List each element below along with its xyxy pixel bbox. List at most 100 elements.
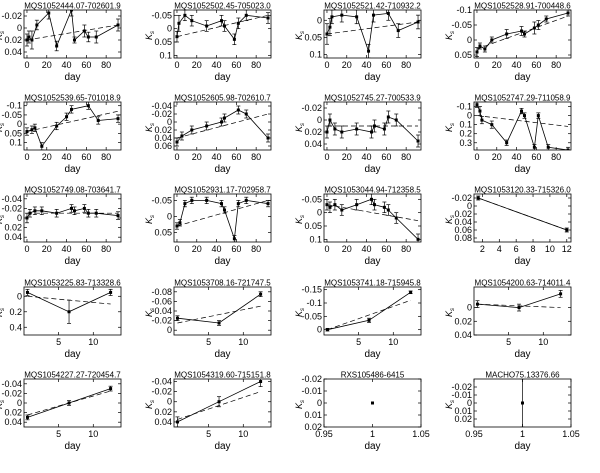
plot-frame <box>323 101 422 151</box>
y-tick-label: 0 <box>167 325 172 335</box>
x-axis-label: day <box>364 72 380 83</box>
panel-data <box>324 10 421 58</box>
data-point <box>386 115 390 119</box>
panel-9: MQS1052749.08-703641.7-0.04-0.0200.020.0… <box>0 186 122 267</box>
panel-title: RXS105486-6415 <box>341 371 405 380</box>
y-axis-label-sub: s <box>150 308 156 311</box>
data-point <box>177 21 181 25</box>
x-tick-label: 80 <box>251 244 261 254</box>
panel-8: MQS1052747.29-711058.9-0.100.10.20.30 20 4… <box>444 94 572 175</box>
data-point <box>25 216 29 220</box>
data-point <box>490 38 494 42</box>
x-axis-label: day <box>64 441 80 452</box>
data-point <box>340 130 344 134</box>
y-tick-label: -0.04 <box>1 379 22 389</box>
y-axis-label-main: K <box>0 33 4 40</box>
data-point <box>355 127 359 131</box>
data-point <box>86 35 90 39</box>
x-tick-label: 80 <box>101 244 111 254</box>
y-tick-label: 0.01 <box>454 406 472 416</box>
x-axis-label: day <box>214 349 230 360</box>
data-point <box>30 128 34 132</box>
y-tick-label: 0.1 <box>309 234 322 244</box>
data-point <box>266 16 270 20</box>
y-tick-label: -0.05 <box>451 20 472 30</box>
x-axis-label: day <box>514 164 530 175</box>
y-axis-label: Ks <box>444 123 456 132</box>
y-tick-label: 0.4 <box>9 322 22 332</box>
data-point <box>480 118 484 122</box>
data-point <box>232 37 236 41</box>
x-axis-label: day <box>64 349 80 360</box>
y-tick-label: 0 <box>17 119 22 129</box>
x-tick-label: 80 <box>401 152 411 162</box>
data-point <box>35 23 39 27</box>
y-axis-label-main: K <box>444 125 454 132</box>
x-tick-label: 8 <box>531 244 536 254</box>
data-point <box>475 50 479 54</box>
data-point <box>47 11 51 15</box>
y-axis-label-main: K <box>144 217 154 224</box>
y-tick-label: -0.04 <box>1 194 22 204</box>
y-axis-label-sub: s <box>300 400 306 403</box>
x-tick-label: 80 <box>551 60 561 70</box>
panel-data <box>475 290 563 312</box>
x-tick-label: 60 <box>231 152 241 162</box>
data-point <box>222 24 226 28</box>
y-tick-label: -0.05 <box>301 194 322 204</box>
plot-frame <box>173 378 272 428</box>
data-point <box>566 11 570 15</box>
data-point <box>386 208 390 212</box>
y-tick-label: -0.1 <box>456 5 472 15</box>
x-tick-label: 10 <box>88 429 98 439</box>
x-tick-label: 40 <box>62 60 72 70</box>
panel-title: MQS1053225.83-713328.6 <box>24 279 121 288</box>
data-point <box>70 107 74 111</box>
y-tick-label: 0.04 <box>304 139 322 149</box>
y-tick-label: 0.04 <box>454 330 472 340</box>
panel-18: MQS1054319.60-715151.8-0.04-0.0200.020.0… <box>144 371 272 452</box>
panel-data <box>25 385 113 421</box>
x-tick-label: 20 <box>492 60 502 70</box>
x-tick-label: 20 <box>42 244 52 254</box>
y-tick-label: -0.06 <box>151 296 172 306</box>
y-tick-label: 0 <box>317 115 322 125</box>
y-axis-label-main: K <box>0 402 4 409</box>
series-line <box>326 12 419 52</box>
panel-data <box>24 204 121 224</box>
y-tick-label: 0.02 <box>304 422 322 432</box>
x-tick-label: 5 <box>206 337 211 347</box>
y-tick-label: 0.1 <box>9 138 22 148</box>
x-tick-label: 60 <box>531 60 541 70</box>
y-axis-label-sub: s <box>150 123 156 126</box>
panel-data <box>175 291 263 326</box>
x-tick-label: 10 <box>388 337 398 347</box>
data-point <box>475 302 479 306</box>
panel-data <box>24 10 121 52</box>
y-tick-label: 0.04 <box>4 47 22 57</box>
data-point <box>178 221 182 225</box>
panel-12: MQS1053120.33-715326.0-0.0200.020.040.06… <box>444 186 572 268</box>
data-point <box>386 11 390 15</box>
plot-frame <box>473 286 572 336</box>
x-tick-label: 5 <box>206 429 211 439</box>
data-point <box>116 23 120 27</box>
data-point <box>483 47 487 51</box>
data-point <box>205 124 209 128</box>
x-tick-label: 40 <box>62 244 72 254</box>
data-point <box>536 23 540 27</box>
data-point <box>94 35 98 39</box>
data-point <box>175 316 179 320</box>
y-tick-label: 0 <box>467 35 472 45</box>
y-axis-label-sub: s <box>300 123 306 126</box>
data-point <box>382 127 386 131</box>
panel-17: MQS1054227.27-720454.7-0.04-0.0200.020.0… <box>0 371 122 452</box>
data-point <box>382 205 386 209</box>
x-tick-label: 4 <box>497 244 502 254</box>
x-axis-label: day <box>64 256 80 267</box>
data-point <box>259 380 263 384</box>
y-tick-label: 0.04 <box>4 232 22 242</box>
panel-title: MQS1052931.17-702958.7 <box>174 186 271 195</box>
data-point <box>116 214 120 218</box>
